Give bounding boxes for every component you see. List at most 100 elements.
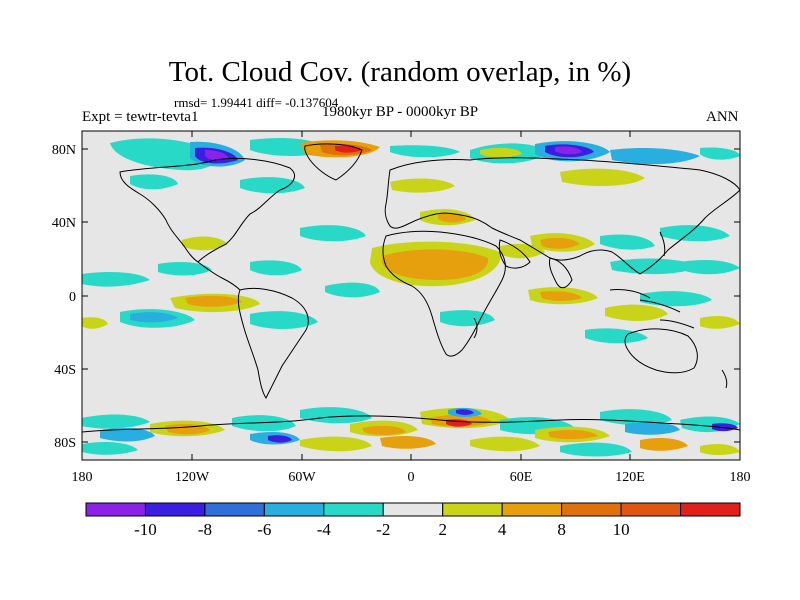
lat-label: 40S <box>54 363 76 378</box>
anomaly-patch <box>480 147 522 158</box>
lat-label: 0 <box>69 290 76 305</box>
anomaly-patch <box>130 174 178 190</box>
anomaly-field <box>82 138 740 457</box>
longitude-labels: 180 120W 60W 0 60E 120E 180 <box>72 470 751 485</box>
coastlines <box>82 143 740 433</box>
anomaly-patch <box>390 145 460 158</box>
anomaly-patch <box>640 438 688 451</box>
colorbar-swatch <box>144 502 206 517</box>
coastline-central-america <box>197 261 241 291</box>
period-label: 1980kyr BP - 0000kyr BP <box>322 104 479 120</box>
colorbar-swatch <box>204 502 265 517</box>
latitude-labels: 80N 40N 0 40S 80S <box>52 143 76 451</box>
anomaly-patch <box>300 407 372 424</box>
anomaly-patch <box>250 260 302 276</box>
anomaly-patch <box>205 150 228 161</box>
anomaly-patch <box>130 312 178 323</box>
anomaly-patch <box>362 425 406 435</box>
anomaly-patch <box>325 282 380 298</box>
anomaly-patch <box>555 146 582 155</box>
anomaly-patch <box>640 291 712 307</box>
colorbar-swatch <box>85 502 146 517</box>
anomaly-patch <box>540 237 580 249</box>
anomaly-patch <box>610 148 700 165</box>
anomaly-patch <box>250 311 318 329</box>
colorbar-label: 4 <box>498 520 507 539</box>
anomaly-patch <box>380 436 436 449</box>
lon-label: 180 <box>72 470 93 485</box>
colorbar-label: -4 <box>317 520 332 539</box>
lat-label: 40N <box>52 216 76 231</box>
colorbar-label: 8 <box>557 520 566 539</box>
anomaly-patch <box>625 422 680 435</box>
colorbar-label: 10 <box>613 520 630 539</box>
anomaly-patch <box>500 244 545 259</box>
coastline-south-america <box>237 287 309 399</box>
anomaly-patch <box>610 258 700 275</box>
anomaly-patch <box>560 168 645 187</box>
anomaly-patch <box>600 234 655 250</box>
lon-label: 60W <box>288 470 316 485</box>
anomaly-patch <box>390 178 455 193</box>
colorbar-swatch <box>620 502 682 517</box>
lat-label: 80S <box>54 436 76 451</box>
anomaly-patch <box>300 436 372 452</box>
anomaly-patch <box>232 415 296 432</box>
stats-text: rmsd= 1.99441 diff= -0.137604 <box>174 95 339 110</box>
colorbar-swatch <box>561 502 622 517</box>
anomaly-patch <box>600 409 672 426</box>
anomaly-patch <box>560 442 632 457</box>
anomaly-patch <box>700 444 740 455</box>
lon-label: 60E <box>510 470 533 485</box>
anomaly-patch <box>548 429 598 440</box>
season-label: ANN <box>706 109 739 125</box>
colorbar-label: 2 <box>438 520 447 539</box>
anomaly-patch <box>470 436 540 452</box>
coastline-new-zealand <box>721 369 728 389</box>
anomaly-patch <box>440 310 495 327</box>
coastline-africa <box>382 230 506 357</box>
anomaly-patch <box>82 272 150 287</box>
anomaly-patch <box>300 225 366 242</box>
anomaly-patch <box>82 317 108 329</box>
map-title: Tot. Cloud Cov. (random overlap, in %) <box>168 56 632 88</box>
lon-label: 0 <box>408 470 415 485</box>
anomaly-patch <box>712 423 738 432</box>
lon-label: 120E <box>615 470 645 485</box>
coastline-japan <box>659 231 666 257</box>
anomaly-patch <box>185 295 242 307</box>
colorbar-swatch <box>323 502 384 517</box>
coastline-australia <box>624 328 698 374</box>
colorbar-label: -10 <box>134 520 157 539</box>
colorbar-label: -6 <box>257 520 271 539</box>
coastline-greenland <box>304 143 363 181</box>
anomaly-patch <box>438 213 466 223</box>
anomaly-patch <box>100 428 155 442</box>
colorbar-label: -2 <box>376 520 390 539</box>
colorbar-swatch <box>501 502 563 517</box>
map-panel: 80N 40N 0 40S 80S 180 120W 60W 0 60E 120… <box>52 130 751 485</box>
anomaly-patch <box>540 291 582 301</box>
anomaly-patch <box>660 225 730 242</box>
anomaly-patch <box>158 262 212 276</box>
anomaly-patch <box>182 236 228 251</box>
colorbar-swatch <box>442 502 503 517</box>
coastline-se-asia <box>609 289 695 329</box>
coastline-north-america <box>119 157 295 263</box>
colorbar: -10 -8 -6 -4 -2 2 4 8 10 <box>85 502 741 539</box>
anomaly-patch <box>110 138 217 171</box>
coastline-antarctica <box>82 415 740 433</box>
lon-label: 120W <box>175 470 210 485</box>
anomaly-patch <box>456 409 474 415</box>
colorbar-label: -8 <box>198 520 212 539</box>
anomaly-patch <box>700 316 740 329</box>
anomaly-patch <box>82 442 138 455</box>
anomaly-patch <box>680 260 740 275</box>
anomaly-patch <box>240 177 305 194</box>
lon-label: 180 <box>730 470 751 485</box>
anomaly-patch <box>700 147 740 160</box>
coastline-india <box>549 257 573 289</box>
map-ticks <box>82 131 740 460</box>
coastline-eurasia <box>384 157 740 275</box>
